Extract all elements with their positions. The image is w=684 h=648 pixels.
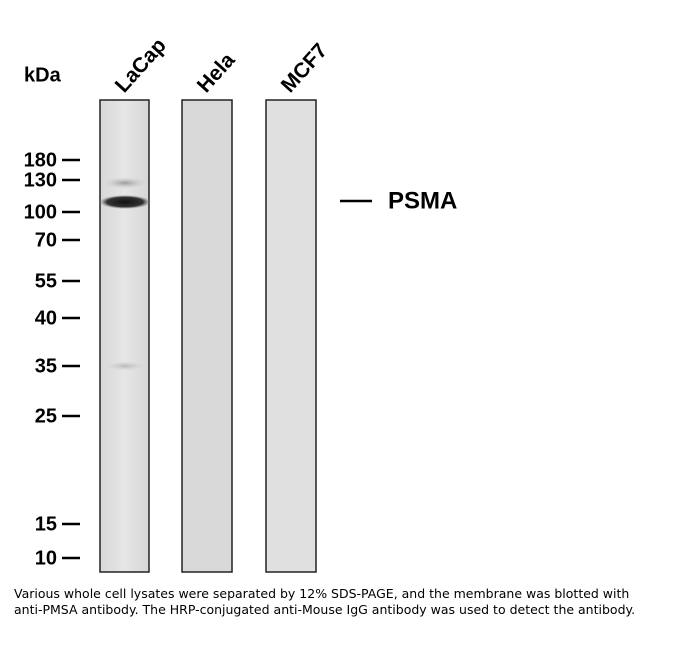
lane-label: LaCap (111, 34, 171, 97)
band (99, 195, 151, 209)
faint-band (103, 177, 147, 189)
marker-label: 35 (35, 355, 57, 377)
marker-label: 10 (35, 547, 57, 569)
marker-label: 15 (35, 513, 57, 535)
lane (99, 99, 150, 573)
marker-label: 40 (35, 307, 57, 329)
band-label: PSMA (388, 187, 457, 214)
lane (181, 99, 233, 573)
unit-label: kDa (24, 64, 62, 86)
marker-label: 130 (24, 169, 57, 191)
lane (265, 99, 317, 573)
marker-label: 180 (24, 149, 57, 171)
marker-label: 55 (35, 270, 57, 292)
faint-band (105, 361, 145, 371)
marker-label: 25 (35, 405, 57, 427)
lane-label: Hela (193, 48, 240, 97)
marker-label: 100 (24, 201, 57, 223)
marker-label: 70 (35, 229, 57, 251)
caption: Various whole cell lysates were separate… (14, 586, 636, 617)
lane-label: MCF7 (277, 39, 332, 97)
